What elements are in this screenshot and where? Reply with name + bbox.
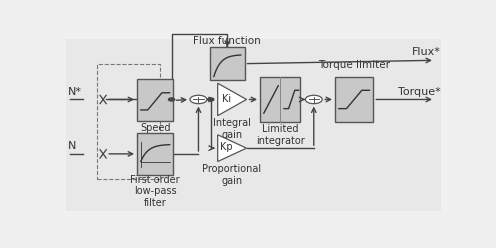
Text: Limited
integrator: Limited integrator (256, 124, 305, 146)
Circle shape (169, 98, 175, 101)
Text: Proportional
gain: Proportional gain (202, 164, 261, 186)
Circle shape (306, 95, 322, 104)
Text: +: + (312, 94, 319, 103)
Polygon shape (218, 135, 247, 161)
Polygon shape (218, 83, 247, 116)
Circle shape (208, 98, 214, 101)
Text: Flux function: Flux function (193, 36, 261, 46)
Text: Integral
gain: Integral gain (213, 118, 251, 140)
Bar (260, 77, 300, 122)
Text: Ki: Ki (222, 93, 231, 103)
Bar (137, 133, 174, 175)
Text: +: + (197, 94, 204, 103)
Text: Speed
ramps: Speed ramps (140, 123, 171, 145)
Text: Torque limiter: Torque limiter (318, 60, 390, 70)
Text: N*: N* (68, 87, 82, 97)
Text: Torque*: Torque* (398, 87, 440, 97)
Text: First order
low-pass
filter: First order low-pass filter (130, 175, 180, 208)
Bar (335, 77, 373, 122)
Bar (97, 64, 160, 179)
Text: Kp: Kp (220, 142, 233, 152)
Circle shape (190, 95, 207, 104)
Bar (210, 47, 245, 80)
Text: N: N (68, 141, 76, 151)
Bar (137, 79, 174, 122)
Text: Flux*: Flux* (412, 47, 440, 58)
